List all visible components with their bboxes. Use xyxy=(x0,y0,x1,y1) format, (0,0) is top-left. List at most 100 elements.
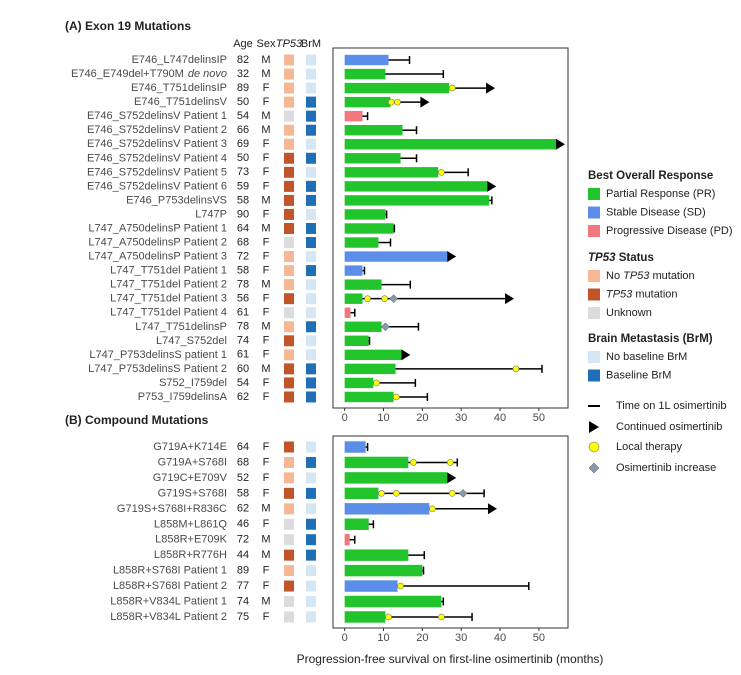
local-therapy xyxy=(373,379,380,387)
brm-status xyxy=(306,222,316,234)
legend-label-part: Partial Response (PR) xyxy=(606,188,715,200)
row-label-part: E746_S752delinsV Patient 2 xyxy=(87,124,227,136)
legend-title-part: Status xyxy=(616,252,654,264)
sex: F xyxy=(263,456,270,468)
row-label: E746_T751delinsV xyxy=(134,96,228,108)
row-label: L858R+S768I Patient 2 xyxy=(113,580,227,592)
x-tick-label: 30 xyxy=(455,632,467,644)
legend-swatch xyxy=(588,225,600,237)
bar xyxy=(344,487,379,500)
tp53-status xyxy=(284,180,294,192)
sex: F xyxy=(263,441,270,453)
brm-status xyxy=(306,124,316,136)
row-label: L747P xyxy=(195,208,227,220)
sex: F xyxy=(263,487,270,499)
row-label: L747_A750delinsP Patient 2 xyxy=(88,236,227,248)
brm-status xyxy=(306,534,316,546)
column-header: Sex xyxy=(257,38,276,50)
x-axis-label: Progression-free survival on first-line … xyxy=(297,652,604,666)
local-therapy xyxy=(512,365,520,373)
tp53-status xyxy=(284,472,294,484)
row-label-part: G719S+S768I+R836C xyxy=(117,503,227,515)
age: 58 xyxy=(237,487,249,499)
row-label-part: L858R+E709K xyxy=(155,534,228,546)
local-therapy xyxy=(393,490,400,497)
sex: M xyxy=(261,110,270,122)
age: 89 xyxy=(237,82,249,94)
bar xyxy=(344,251,448,262)
row-label-part: E746_S752delinsV Patient 1 xyxy=(87,110,227,122)
row-label: E746_S752delinsV Patient 6 xyxy=(87,180,227,192)
legend-label-part: mutation xyxy=(632,288,677,300)
age: 74 xyxy=(237,595,249,607)
sex: F xyxy=(263,82,270,94)
bar xyxy=(344,209,386,220)
row-label: E746_L747delinsIP xyxy=(132,54,227,66)
age: 64 xyxy=(237,222,249,234)
row-label: L747_P753delinsS Patient 2 xyxy=(88,363,227,375)
row-label: L858R+R776H xyxy=(154,549,227,561)
age: 82 xyxy=(237,54,249,66)
brm-status xyxy=(306,152,316,164)
bar xyxy=(344,549,409,561)
brm-status xyxy=(306,377,316,389)
legend-label-part: TP53 xyxy=(606,288,633,300)
bar xyxy=(344,363,396,375)
tp53-status xyxy=(284,503,294,515)
age: 54 xyxy=(237,377,249,389)
sex: F xyxy=(263,208,270,220)
legend-swatch xyxy=(588,270,600,282)
age: 32 xyxy=(237,68,249,80)
row-label: S752_I759del xyxy=(159,377,227,389)
tp53-status xyxy=(284,377,294,389)
panel-title: (B) Compound Mutations xyxy=(65,413,209,427)
brm-status xyxy=(306,549,316,561)
plot-frame xyxy=(332,435,569,629)
sex: F xyxy=(263,377,270,389)
tp53-status xyxy=(284,518,294,530)
local-therapy xyxy=(448,490,456,497)
sex: F xyxy=(263,472,270,484)
legend-label-part: Unknown xyxy=(606,307,652,319)
x-tick-label: 10 xyxy=(377,632,389,644)
osimertinib-increase xyxy=(458,488,468,498)
sex: F xyxy=(263,611,270,623)
bar xyxy=(344,441,366,453)
sex: F xyxy=(263,565,270,577)
bar xyxy=(344,68,386,80)
continued-marker xyxy=(487,180,497,192)
local-therapy xyxy=(438,613,445,621)
age: 62 xyxy=(237,503,249,515)
sex: M xyxy=(261,54,270,66)
local-therapy xyxy=(397,582,404,590)
bar xyxy=(344,96,391,108)
tp53-status xyxy=(284,293,294,305)
bar xyxy=(344,110,363,122)
bar xyxy=(344,223,394,234)
osimertinib-increase xyxy=(381,322,390,332)
continued-marker xyxy=(505,293,515,305)
brm-status xyxy=(306,363,316,375)
row-label-part: L858M+L861Q xyxy=(154,518,228,530)
tp53-status xyxy=(284,251,294,263)
bar xyxy=(344,533,350,546)
column-header: BrM xyxy=(301,38,321,50)
legend-title: Brain Metastasis (BrM) xyxy=(588,333,713,345)
age: 89 xyxy=(237,565,249,577)
age: 66 xyxy=(237,124,249,136)
sex: M xyxy=(261,595,270,607)
brm-status xyxy=(306,349,316,361)
age: 72 xyxy=(237,250,249,262)
brm-status xyxy=(306,472,316,484)
column-header: Age xyxy=(233,38,253,50)
continued-marker xyxy=(487,503,497,515)
bar xyxy=(344,139,556,150)
tp53-status xyxy=(284,208,294,220)
bar xyxy=(344,153,401,164)
row-label: G719A+K714E xyxy=(153,441,227,453)
sex: F xyxy=(263,236,270,248)
row-label: L747_P753delinsS patient 1 xyxy=(89,349,227,361)
row-label: L858R+V834L Patient 2 xyxy=(110,611,227,623)
row-label-part: L747_S752del xyxy=(156,335,227,347)
legend-label: Osimertinib increase xyxy=(616,462,716,474)
